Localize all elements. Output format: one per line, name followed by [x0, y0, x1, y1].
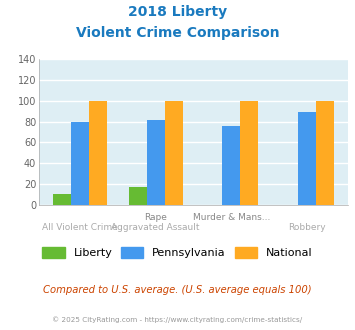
Bar: [316, 101, 334, 205]
Bar: [297, 112, 316, 205]
Bar: [165, 101, 183, 205]
Text: Aggravated Assault: Aggravated Assault: [111, 223, 200, 232]
Bar: [53, 194, 71, 205]
Text: Robbery: Robbery: [288, 223, 326, 232]
Bar: [240, 101, 258, 205]
Bar: [71, 122, 89, 205]
Text: Rape: Rape: [144, 213, 167, 222]
Text: Compared to U.S. average. (U.S. average equals 100): Compared to U.S. average. (U.S. average …: [43, 285, 312, 295]
Text: © 2025 CityRating.com - https://www.cityrating.com/crime-statistics/: © 2025 CityRating.com - https://www.city…: [53, 317, 302, 323]
Bar: [89, 101, 108, 205]
Legend: Liberty, Pennsylvania, National: Liberty, Pennsylvania, National: [42, 247, 313, 258]
Bar: [129, 187, 147, 205]
Bar: [147, 119, 165, 205]
Text: Murder & Mans...: Murder & Mans...: [192, 213, 270, 222]
Text: Violent Crime Comparison: Violent Crime Comparison: [76, 26, 279, 40]
Text: All Violent Crime: All Violent Crime: [42, 223, 118, 232]
Bar: [222, 126, 240, 205]
Text: 2018 Liberty: 2018 Liberty: [128, 5, 227, 19]
